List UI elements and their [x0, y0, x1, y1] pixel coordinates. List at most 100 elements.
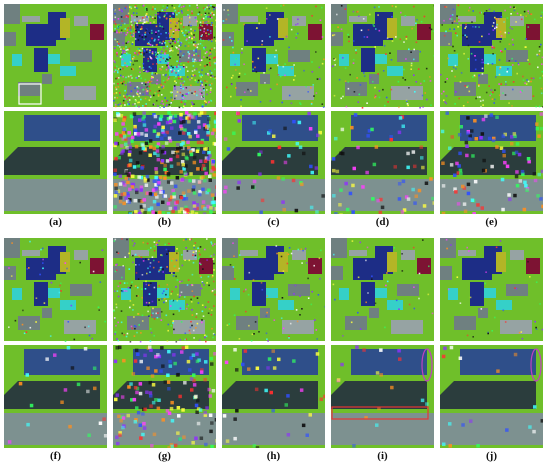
- noise-speck: [481, 67, 484, 70]
- noise-speck: [170, 91, 173, 94]
- noise-speck: [174, 85, 176, 88]
- noise-speck: [210, 87, 212, 90]
- noise-block: [480, 206, 484, 210]
- noise-block: [209, 209, 213, 214]
- noise-block: [140, 199, 144, 204]
- noise-speck: [504, 48, 507, 50]
- noise-block: [213, 119, 216, 124]
- noise-speck: [131, 327, 134, 330]
- noise-speck: [336, 13, 338, 16]
- noise-block: [501, 134, 506, 138]
- noise-block: [514, 150, 519, 155]
- land-cover-map: [440, 238, 543, 341]
- noise-speck: [124, 256, 126, 258]
- noise-block: [172, 119, 177, 124]
- noise-speck: [119, 67, 122, 70]
- noise-speck: [453, 50, 456, 52]
- noise-block: [271, 349, 275, 353]
- noise-speck: [209, 49, 211, 52]
- noise-speck: [178, 45, 180, 47]
- noise-speck: [135, 29, 137, 32]
- noise-speck: [201, 44, 204, 47]
- noise-block: [482, 158, 486, 163]
- noise-block: [159, 190, 163, 194]
- noise-speck: [201, 104, 204, 106]
- noise-block: [137, 175, 141, 179]
- noise-speck: [480, 61, 483, 64]
- caption-f: (f): [50, 450, 61, 462]
- noise-block: [204, 360, 208, 364]
- noise-speck: [150, 79, 152, 82]
- noise-speck: [213, 243, 216, 245]
- land-cover-map: [222, 4, 325, 108]
- noise-speck: [125, 16, 128, 18]
- noise-block: [272, 366, 277, 370]
- noise-speck: [350, 321, 353, 324]
- noise-block: [215, 439, 216, 443]
- noise-speck: [166, 103, 168, 106]
- noise-speck: [191, 54, 194, 57]
- noise-speck: [11, 242, 13, 244]
- noise-speck: [151, 51, 154, 53]
- noise-speck: [398, 106, 400, 109]
- land-cover-map: [113, 4, 216, 109]
- noise-speck: [211, 75, 214, 77]
- noise-speck: [386, 37, 389, 40]
- noise-block: [192, 373, 196, 377]
- noise-speck: [157, 30, 160, 32]
- noise-speck: [149, 49, 151, 52]
- noise-speck: [200, 73, 202, 76]
- noise-speck: [488, 85, 490, 87]
- noise-speck: [138, 35, 141, 37]
- noise-speck: [427, 293, 430, 296]
- map-region: [484, 288, 496, 298]
- noise-speck: [165, 314, 168, 317]
- noise-speck: [148, 85, 151, 88]
- noise-speck: [152, 16, 154, 19]
- noise-speck: [200, 35, 203, 37]
- noise-speck: [145, 8, 148, 10]
- noise-speck: [201, 18, 203, 20]
- noise-speck: [186, 76, 189, 78]
- noise-block: [458, 356, 463, 360]
- noise-speck: [207, 312, 210, 314]
- noise-speck: [210, 48, 213, 51]
- noise-speck: [347, 81, 350, 83]
- noise-speck: [373, 25, 375, 27]
- noise-block: [165, 130, 169, 135]
- noise-speck: [509, 6, 512, 8]
- noise-speck: [515, 21, 517, 23]
- noise-block: [124, 196, 128, 201]
- noise-speck: [198, 250, 200, 252]
- noise-speck: [199, 29, 202, 31]
- noise-speck: [499, 41, 502, 43]
- noise-speck: [495, 246, 498, 249]
- zoom-gray-block: [222, 179, 325, 211]
- noise-speck: [158, 284, 160, 287]
- noise-speck: [230, 95, 232, 98]
- noise-block: [457, 164, 461, 168]
- noise-block: [318, 130, 322, 135]
- noise-block: [201, 187, 205, 192]
- noise-speck: [145, 81, 147, 84]
- map-region: [387, 252, 397, 272]
- noise-block: [419, 145, 423, 149]
- noise-speck: [165, 17, 168, 20]
- noise-block: [183, 128, 187, 132]
- noise-speck: [454, 75, 456, 78]
- noise-speck: [535, 105, 537, 108]
- noise-speck: [196, 4, 198, 6]
- noise-speck: [251, 60, 254, 63]
- noise-speck: [114, 30, 116, 33]
- noise-speck: [120, 31, 122, 34]
- noise-speck: [172, 31, 175, 33]
- noise-speck: [147, 16, 150, 18]
- noise-block: [146, 191, 150, 195]
- noise-block: [512, 151, 516, 156]
- noise-block: [155, 149, 160, 153]
- land-cover-map: [440, 4, 543, 108]
- noise-speck: [172, 32, 175, 34]
- noise-block: [315, 210, 319, 214]
- noise-block: [233, 348, 237, 352]
- noise-speck: [377, 14, 379, 16]
